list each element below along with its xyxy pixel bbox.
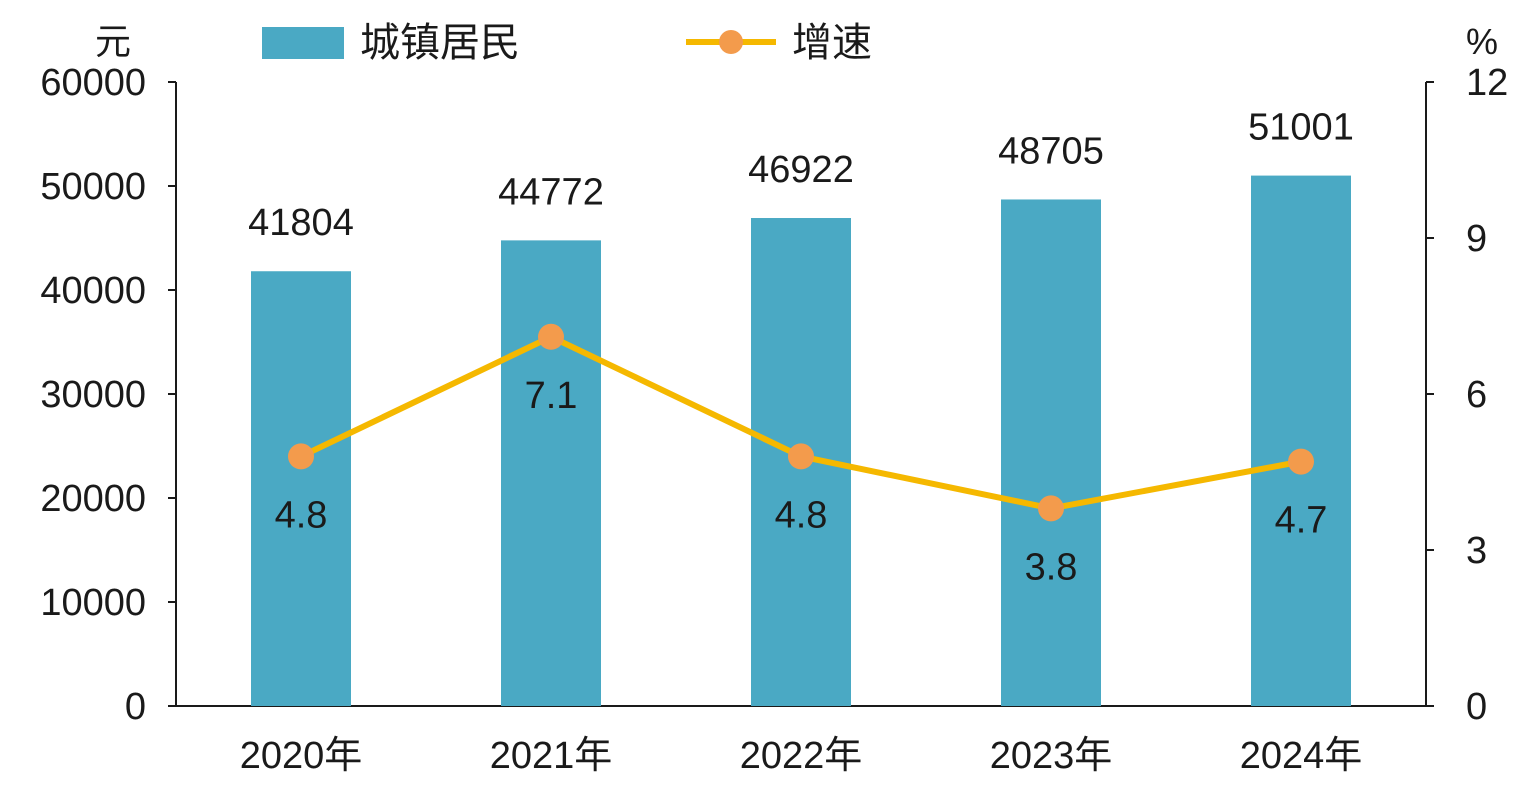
line-point <box>538 323 564 350</box>
line-data-label: 4.7 <box>1275 500 1328 542</box>
left-axis-tick-label: 10000 <box>40 582 146 624</box>
right-axis-tick-label: 6 <box>1466 374 1487 416</box>
bar-data-label: 46922 <box>748 149 854 191</box>
right-axis-tick-label: 9 <box>1466 218 1487 260</box>
bar-data-label: 48705 <box>998 130 1104 172</box>
bar-series: 41804 44772 46922 48705 51001 <box>248 107 1354 706</box>
line-point <box>788 443 814 470</box>
bar <box>1251 175 1351 706</box>
left-axis-tick-label: 40000 <box>40 270 146 312</box>
line-data-label: 4.8 <box>275 494 328 536</box>
line-data-label: 7.1 <box>525 375 578 417</box>
bar-data-label: 41804 <box>248 202 354 244</box>
x-axis-category-label: 2024年 <box>1240 735 1363 777</box>
axes: 元 % 0 10000 20000 30000 40000 50000 60000 0 3 6 9 1… <box>40 21 1508 777</box>
x-axis-category-label: 2022年 <box>740 735 863 777</box>
bar <box>251 271 351 706</box>
legend: 城镇居民 增速 <box>262 21 872 65</box>
left-axis-tick-label: 50000 <box>40 166 146 208</box>
line-point <box>1288 448 1314 475</box>
legend-bar-swatch <box>262 27 344 59</box>
left-axis-unit: 元 <box>95 21 131 62</box>
legend-bar-label: 城镇居民 <box>360 21 520 65</box>
line-point <box>1038 495 1064 522</box>
right-axis-unit: % <box>1466 21 1498 62</box>
x-axis-category-label: 2023年 <box>990 735 1113 777</box>
legend-line-marker <box>719 30 743 54</box>
right-axis-tick-label: 12 <box>1466 62 1508 104</box>
line-data-label: 4.8 <box>775 494 828 536</box>
bar-data-label: 44772 <box>498 171 604 213</box>
left-axis-tick-label: 0 <box>125 686 146 728</box>
bar-data-label: 51001 <box>1248 107 1354 149</box>
x-axis-category-label: 2020年 <box>240 735 363 777</box>
bar <box>1001 199 1101 706</box>
right-axis-tick-label: 3 <box>1466 530 1487 572</box>
bar <box>501 240 601 706</box>
left-axis-tick-label: 20000 <box>40 478 146 520</box>
left-axis-tick-label: 60000 <box>40 62 146 104</box>
legend-line-label: 增速 <box>792 21 872 65</box>
line-data-label: 3.8 <box>1025 546 1078 588</box>
x-axis-category-label: 2021年 <box>490 735 613 777</box>
right-axis-tick-label: 0 <box>1466 686 1487 728</box>
line-point <box>288 443 314 470</box>
line-series: 4.8 7.1 4.8 3.8 4.7 <box>275 323 1328 588</box>
left-axis-tick-label: 30000 <box>40 374 146 416</box>
